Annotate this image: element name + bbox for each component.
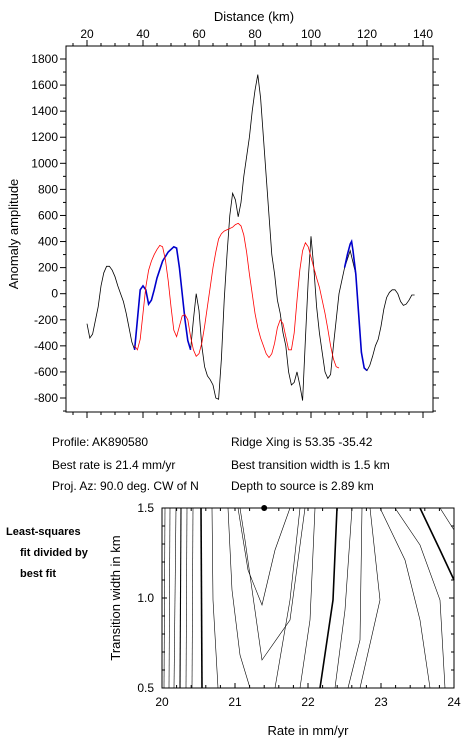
bottom-x-tick-label: 22 xyxy=(301,695,315,709)
top-x-tick-label: 40 xyxy=(136,27,150,41)
top-y-tick-label: -800 xyxy=(34,391,58,405)
series-line-highlight_1 xyxy=(133,245,192,351)
top-y-axis-title: Anomaly amplitude xyxy=(6,179,21,290)
top-plot-frame xyxy=(65,45,434,413)
profile-info: Profile: AK890580 Best rate is 21.4 mm/y… xyxy=(52,435,390,493)
contour-line xyxy=(319,507,338,689)
top-y-tick-label: 1200 xyxy=(31,130,58,144)
side-note-line-2: fit divided by xyxy=(20,547,89,559)
bottom-x-axis-title: Rate in mm/yr xyxy=(268,723,350,738)
contour-line xyxy=(237,507,291,606)
contour-line xyxy=(439,507,455,531)
best-rate-label: Best rate is 21.4 mm/yr xyxy=(52,458,175,472)
top-series-group xyxy=(86,74,415,401)
top-x-tick-label: 120 xyxy=(357,27,377,41)
depth-label: Depth to source is 2.89 km xyxy=(231,479,374,493)
proj-az-label: Proj. Az: 90.0 deg. CW of N xyxy=(52,479,199,493)
bottom-plot-frame xyxy=(161,507,455,689)
contour-lines xyxy=(163,507,455,689)
top-x-tick-label: 80 xyxy=(248,27,262,41)
top-y-tick-label: -600 xyxy=(34,365,58,379)
contour-line xyxy=(419,507,455,581)
top-y-tick-label: 400 xyxy=(38,235,58,249)
side-note: Least-squares fit divided by best fit xyxy=(6,526,89,580)
top-y-tick-label: -400 xyxy=(34,339,58,353)
contour-line xyxy=(211,507,219,689)
bottom-y-tick-label: 0.5 xyxy=(137,681,154,695)
contour-line xyxy=(227,507,251,689)
contour-line xyxy=(179,507,182,689)
top-x-tick-label: 60 xyxy=(192,27,206,41)
anomaly-profile-chart: Distance (km) Anomaly amplitude 20 40 60 80… xyxy=(6,9,439,418)
top-y-ticks: -800 -600 -400 -200 0 200 400 600 800 1000 1200 140… xyxy=(31,52,439,412)
contour-line xyxy=(173,507,177,689)
top-x-axis-title: Distance (km) xyxy=(214,9,294,24)
contour-line xyxy=(274,507,301,689)
bottom-x-tick-label: 20 xyxy=(155,695,169,709)
top-y-tick-label: -200 xyxy=(34,313,58,327)
top-y-tick-label: 1400 xyxy=(31,104,58,118)
bottom-y-ticks: 0.5 1.0 1.5 xyxy=(137,501,454,695)
top-x-tick-label: 100 xyxy=(301,27,321,41)
top-y-tick-label: 600 xyxy=(38,208,58,222)
top-y-tick-label: 800 xyxy=(38,182,58,196)
contour-line xyxy=(379,507,431,689)
best-width-label: Best transition width is 1.5 km xyxy=(231,458,390,472)
side-note-line-3: best fit xyxy=(20,568,56,580)
contour-line xyxy=(163,507,166,689)
contour-line xyxy=(185,507,188,689)
contour-line xyxy=(299,507,316,689)
bottom-y-tick-label: 1.0 xyxy=(137,591,154,605)
top-y-tick-label: 1600 xyxy=(31,78,58,92)
top-y-tick-label: 1000 xyxy=(31,156,58,170)
top-y-tick-label: 200 xyxy=(38,261,58,275)
top-y-tick-label: 1800 xyxy=(31,52,58,66)
top-x-tick-label: 20 xyxy=(80,27,94,41)
top-x-ticks: 20 40 60 80 100 120 140 xyxy=(72,27,433,418)
bottom-y-tick-label: 1.5 xyxy=(137,501,154,515)
top-x-tick-label: 140 xyxy=(413,27,433,41)
bottom-x-tick-label: 23 xyxy=(374,695,388,709)
contour-line xyxy=(239,507,306,661)
contour-line xyxy=(191,507,194,689)
contour-line xyxy=(200,507,203,689)
top-y-tick-label: 0 xyxy=(51,287,58,301)
contour-line xyxy=(347,507,363,689)
side-note-line-1: Least-squares xyxy=(6,526,81,538)
contour-line xyxy=(168,507,171,689)
ridge-xing-label: Ridge Xing is 53.35 -35.42 xyxy=(231,435,373,449)
series-line-model xyxy=(134,222,340,369)
bottom-x-tick-label: 21 xyxy=(228,695,242,709)
contour-line xyxy=(359,507,381,689)
bottom-x-tick-label: 24 xyxy=(447,695,461,709)
profile-label: Profile: AK890580 xyxy=(52,435,148,449)
contour-line xyxy=(394,507,446,689)
bottom-y-axis-title: Transition width in km xyxy=(108,535,123,660)
best-fit-marker xyxy=(261,505,268,511)
series-line-observed xyxy=(86,74,415,401)
contour-line xyxy=(334,507,353,689)
misfit-contour-chart: Rate in mm/yr Transition width in km 20 2… xyxy=(108,501,461,738)
series-line-highlight_2 xyxy=(343,239,368,372)
